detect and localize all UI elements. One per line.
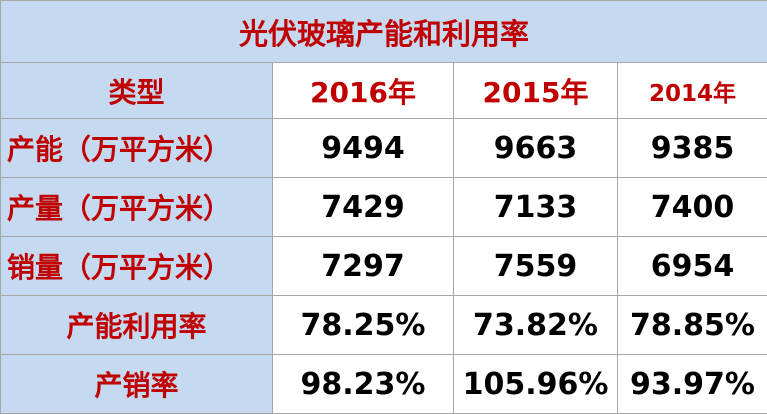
cell-value: 6954 xyxy=(618,237,767,296)
header-label: 类型 xyxy=(1,63,273,119)
row-label: 产能（万平方米） xyxy=(1,119,273,178)
cell-value: 98.23% xyxy=(273,355,454,414)
cell-value: 7400 xyxy=(618,178,767,237)
cell-value: 7297 xyxy=(273,237,454,296)
cell-value: 73.82% xyxy=(454,296,618,355)
title-row: 光伏玻璃产能和利用率 xyxy=(1,1,767,63)
row-label: 销量（万平方米） xyxy=(1,237,273,296)
row-label: 产销率 xyxy=(1,355,273,414)
cell-value: 7429 xyxy=(273,178,454,237)
table-title: 光伏玻璃产能和利用率 xyxy=(1,1,767,63)
cell-value: 78.85% xyxy=(618,296,767,355)
cell-value: 78.25% xyxy=(273,296,454,355)
header-year: 2015年 xyxy=(454,63,618,119)
header-year: 2014年 xyxy=(618,63,767,119)
cell-value: 7133 xyxy=(454,178,618,237)
header-year: 2016年 xyxy=(273,63,454,119)
row-label: 产能利用率 xyxy=(1,296,273,355)
cell-value: 7559 xyxy=(454,237,618,296)
cell-value: 9663 xyxy=(454,119,618,178)
cell-value: 105.96% xyxy=(454,355,618,414)
cell-value: 9385 xyxy=(618,119,767,178)
cell-value: 93.97% xyxy=(618,355,767,414)
cell-value: 9494 xyxy=(273,119,454,178)
row-label: 产量（万平方米） xyxy=(1,178,273,237)
